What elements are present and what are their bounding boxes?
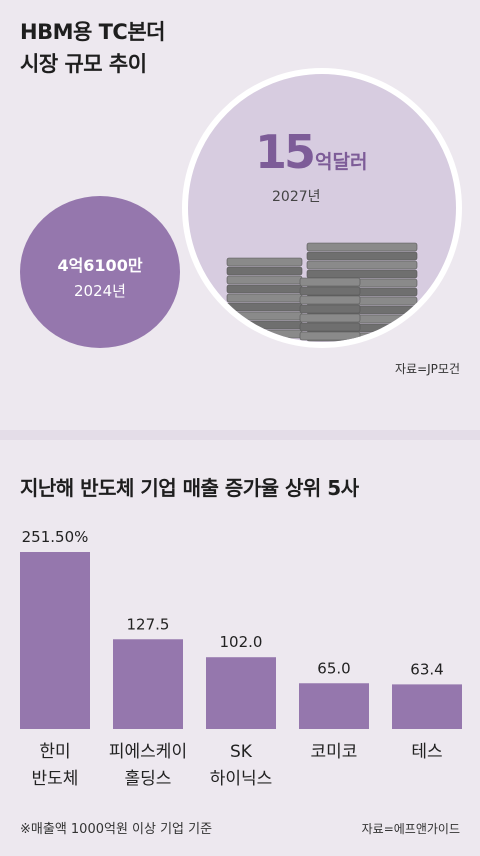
bar-0 (20, 552, 90, 729)
bar-4 (392, 684, 462, 729)
bar-3 (299, 683, 369, 729)
chart-source: 자료=에프앤가이드 (361, 822, 460, 836)
circle-2027-year: 2027년 (272, 189, 321, 205)
circle-2024-value: 4억6100만 (57, 256, 143, 275)
footnote: ※매출액 1000억원 이상 기업 기준 (20, 822, 213, 837)
circle-2024-year: 2024년 (74, 282, 126, 300)
circle-2027-number: 15 (255, 125, 316, 179)
category-label-2-0: SK (230, 742, 253, 762)
market-source: 자료=JP모건 (395, 362, 460, 376)
circle-2027 (182, 68, 462, 348)
category-label-4-0: 테스 (411, 742, 442, 762)
category-label-0-1: 반도체 (32, 769, 79, 789)
circle-2027-value: 15 억달러 (255, 125, 367, 179)
chart-title: 지난해 반도체 기업 매출 증가율 상위 5사 (20, 476, 359, 500)
circle-2024: 4억6100만 2024년 (20, 196, 180, 348)
market-title: HBM용 TC본더 시장 규모 추이 (20, 16, 166, 80)
category-label-1-1: 홀딩스 (125, 769, 172, 789)
bar-value-label-1: 127.5 (127, 615, 170, 633)
bar-1 (113, 639, 183, 729)
section-divider (0, 430, 480, 440)
category-label-1-0: 피에스케이 (109, 742, 187, 762)
bar-value-label-3: 65.0 (317, 659, 350, 677)
category-label-2-1: 하이닉스 (210, 769, 273, 789)
market-title-line-1: HBM용 TC본더 (20, 20, 166, 44)
bar-value-label-4: 63.4 (410, 660, 443, 678)
market-title-line-2: 시장 규모 추이 (20, 52, 147, 76)
category-label-3-0: 코미코 (311, 742, 358, 762)
money-stacks-illustration (226, 242, 418, 342)
circle-2027-unit: 억달러 (315, 151, 368, 173)
bar-2 (206, 657, 276, 729)
bar-value-label-0: 251.50% (22, 528, 89, 546)
bar-value-label-2: 102.0 (220, 633, 263, 651)
category-label-0-0: 한미 (39, 742, 70, 762)
